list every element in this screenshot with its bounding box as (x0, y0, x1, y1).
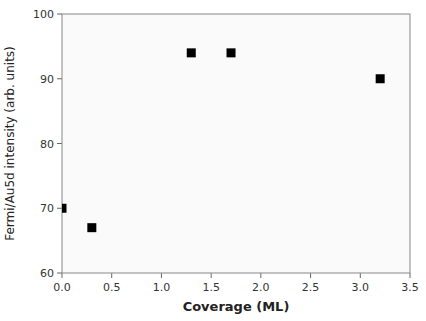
y-tick-label: 70 (40, 202, 54, 215)
x-tick-label: 1.5 (202, 281, 220, 294)
y-tick-label: 60 (40, 267, 54, 280)
point (376, 74, 385, 83)
point (187, 48, 196, 57)
x-tick (161, 273, 162, 278)
x-tick-label: 3.5 (401, 281, 419, 294)
x-tick-label: 3.0 (352, 281, 370, 294)
x-tick-label: 0.0 (53, 281, 71, 294)
x-tick (260, 273, 261, 278)
y-tick (57, 143, 62, 144)
point (227, 48, 236, 57)
chart: 0.0 0.5 1.0 1.5 2.0 2.5 3.0 3.5 60 70 80 90 100 Cover… (0, 0, 426, 321)
x-tick-label: 0.5 (103, 281, 121, 294)
axes: 0.0 0.5 1.0 1.5 2.0 2.5 3.0 3.5 60 70 80 90 100 (33, 8, 419, 294)
y-tick (57, 273, 62, 274)
point (87, 223, 96, 232)
x-tick (310, 273, 311, 278)
plot-area (62, 14, 410, 273)
x-tick (62, 273, 63, 278)
y-axis-label: Fermi/Au5d intensity (arb. units) (3, 46, 17, 241)
points (62, 48, 385, 232)
x-tick-label: 2.5 (302, 281, 320, 294)
x-tick-label: 1.0 (153, 281, 171, 294)
point (62, 204, 67, 213)
x-tick (360, 273, 361, 278)
y-tick-label: 80 (40, 138, 54, 151)
x-tick (111, 273, 112, 278)
x-tick (410, 273, 411, 278)
x-tick-label: 2.0 (252, 281, 270, 294)
y-tick (57, 14, 62, 15)
plot-frame (62, 14, 410, 273)
x-axis-label: Coverage (ML) (183, 299, 290, 314)
y-tick-label: 90 (40, 73, 54, 86)
y-tick (57, 78, 62, 79)
y-tick (57, 208, 62, 209)
chart-container: 0.0 0.5 1.0 1.5 2.0 2.5 3.0 3.5 60 70 80 90 100 Cover… (0, 0, 426, 321)
x-tick (211, 273, 212, 278)
y-tick-label: 100 (33, 8, 54, 21)
